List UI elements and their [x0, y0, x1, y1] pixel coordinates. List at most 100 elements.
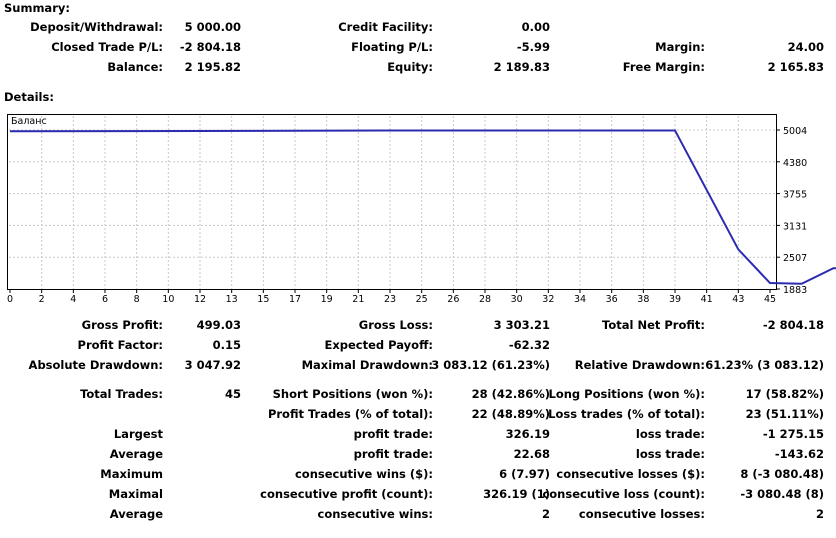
- x-tick-label: 10: [162, 294, 174, 305]
- floating-pl-value: -5.99: [516, 40, 550, 54]
- largest-loss-label: loss trade:: [635, 427, 705, 441]
- x-tick-label: 36: [606, 294, 618, 305]
- balance-label: Balance:: [107, 60, 163, 74]
- x-tick-label: 26: [447, 294, 459, 305]
- largest-loss-value: -1 275.15: [762, 427, 824, 441]
- y-tick-label: 1883: [783, 285, 807, 296]
- x-tick-label: 32: [542, 294, 554, 305]
- long-positions-label: Long Positions (won %):: [548, 387, 706, 401]
- total-net-profit-value: -2 804.18: [762, 318, 824, 332]
- long-positions-value: 17 (58.82%): [745, 387, 824, 401]
- balance-line: [9, 129, 836, 285]
- x-tick-label: 6: [102, 294, 108, 305]
- x-tick-label: 25: [416, 294, 428, 305]
- x-tick-label: 17: [289, 294, 301, 305]
- balance-chart: Баланс: [7, 114, 777, 290]
- summary-title: Summary:: [4, 1, 70, 15]
- x-tick-label: 8: [134, 294, 140, 305]
- equity-value: 2 189.83: [493, 60, 550, 74]
- average-profit-value: 22.68: [513, 447, 550, 461]
- maximal-drawdown-value: 3 083.12 (61.23%): [431, 358, 550, 372]
- equity-label: Equity:: [387, 60, 433, 74]
- avg-cons-wins-value: 2: [541, 507, 550, 521]
- x-tick-label: 28: [479, 294, 491, 305]
- loss-trades-label: Loss trades (% of total):: [548, 407, 705, 421]
- average-profit-label: profit trade:: [353, 447, 433, 461]
- x-tick-label: 34: [574, 294, 586, 305]
- maximal-cons-loss-label: consecutive loss (count):: [542, 487, 705, 501]
- total-net-profit-label: Total Net Profit:: [602, 318, 705, 332]
- avg-cons-wins-label: consecutive wins:: [317, 507, 434, 521]
- total-trades-label: Total Trades:: [80, 387, 163, 401]
- maximal-cons-profit-value: 326.19 (1): [483, 487, 550, 501]
- largest-profit-label: profit trade:: [353, 427, 433, 441]
- profit-factor-value: 0.15: [212, 338, 241, 352]
- y-tick-label: 3131: [783, 221, 807, 232]
- x-tick-label: 12: [194, 294, 206, 305]
- margin-value: 24.00: [787, 40, 824, 54]
- maximal-cons-loss-value: -3 080.48 (8): [740, 487, 824, 501]
- x-tick-label: 23: [384, 294, 396, 305]
- relative-drawdown-label: Relative Drawdown:: [574, 358, 705, 372]
- max-cons-losses-label: consecutive losses ($):: [556, 467, 705, 481]
- chart-title: Баланс: [11, 116, 47, 127]
- gross-profit-value: 499.03: [196, 318, 241, 332]
- credit-label: Credit Facility:: [338, 20, 433, 34]
- x-tick-label: 30: [511, 294, 523, 305]
- average2-label: Average: [109, 507, 163, 521]
- free-margin-label: Free Margin:: [622, 60, 705, 74]
- avg-cons-losses-label: consecutive losses:: [578, 507, 705, 521]
- total-trades-value: 45: [224, 387, 241, 401]
- max-cons-losses-value: 8 (-3 080.48): [740, 467, 824, 481]
- margin-label: Margin:: [655, 40, 705, 54]
- closed-pl-label: Closed Trade P/L:: [51, 40, 163, 54]
- x-tick-label: 13: [226, 294, 238, 305]
- chart-canvas: 0 2 4 6 8 10 12 13 15 17 19 21 23 25 26 28 30 32 34 36 38 39 4…: [7, 116, 836, 305]
- free-margin-value: 2 165.83: [767, 60, 824, 74]
- max-cons-wins-value: 6 (7.97): [499, 467, 550, 481]
- x-tick-label: 39: [669, 294, 681, 305]
- x-tick-label: 43: [732, 294, 744, 305]
- expected-payoff-value: -62.32: [508, 338, 550, 352]
- deposit-label: Deposit/Withdrawal:: [30, 20, 163, 34]
- y-tick-label: 2507: [783, 253, 807, 264]
- credit-value: 0.00: [521, 20, 550, 34]
- absolute-drawdown-label: Absolute Drawdown:: [28, 358, 163, 372]
- balance-value: 2 195.82: [184, 60, 241, 74]
- details-title: Details:: [4, 90, 54, 104]
- gross-profit-label: Gross Profit:: [81, 318, 163, 332]
- average-loss-value: -143.62: [774, 447, 824, 461]
- x-tick-label: 45: [764, 294, 776, 305]
- average-label: Average: [109, 447, 163, 461]
- y-tick-label: 3755: [783, 190, 807, 201]
- closed-pl-value: -2 804.18: [179, 40, 241, 54]
- max-cons-wins-label: consecutive wins ($):: [294, 467, 433, 481]
- profit-trades-value: 22 (48.89%): [471, 407, 550, 421]
- expected-payoff-label: Expected Payoff:: [324, 338, 434, 352]
- gross-loss-value: 3 303.21: [493, 318, 550, 332]
- profit-factor-label: Profit Factor:: [77, 338, 163, 352]
- profit-trades-label: Profit Trades (% of total):: [267, 407, 433, 421]
- x-tick-label: 41: [701, 294, 713, 305]
- y-tick-label: 4380: [783, 158, 807, 169]
- maximum-label: Maximum: [100, 467, 163, 481]
- maximal-drawdown-label: Maximal Drawdown:: [301, 358, 433, 372]
- absolute-drawdown-value: 3 047.92: [184, 358, 241, 372]
- average-loss-label: loss trade:: [635, 447, 705, 461]
- x-tick-label: 0: [7, 294, 13, 305]
- x-tick-label: 15: [257, 294, 269, 305]
- maximal-label: Maximal: [108, 487, 163, 501]
- gross-loss-label: Gross Loss:: [358, 318, 433, 332]
- largest-label: Largest: [113, 427, 163, 441]
- avg-cons-losses-value: 2: [815, 507, 824, 521]
- loss-trades-value: 23 (51.11%): [745, 407, 824, 421]
- y-tick-label: 5004: [783, 126, 807, 137]
- short-positions-label: Short Positions (won %):: [272, 387, 433, 401]
- x-tick-label: 21: [352, 294, 364, 305]
- short-positions-value: 28 (42.86%): [471, 387, 550, 401]
- largest-profit-value: 326.19: [505, 427, 550, 441]
- relative-drawdown-value: 61.23% (3 083.12): [705, 358, 824, 372]
- x-tick-label: 19: [321, 294, 333, 305]
- x-tick-label: 38: [637, 294, 649, 305]
- x-tick-label: 4: [70, 294, 76, 305]
